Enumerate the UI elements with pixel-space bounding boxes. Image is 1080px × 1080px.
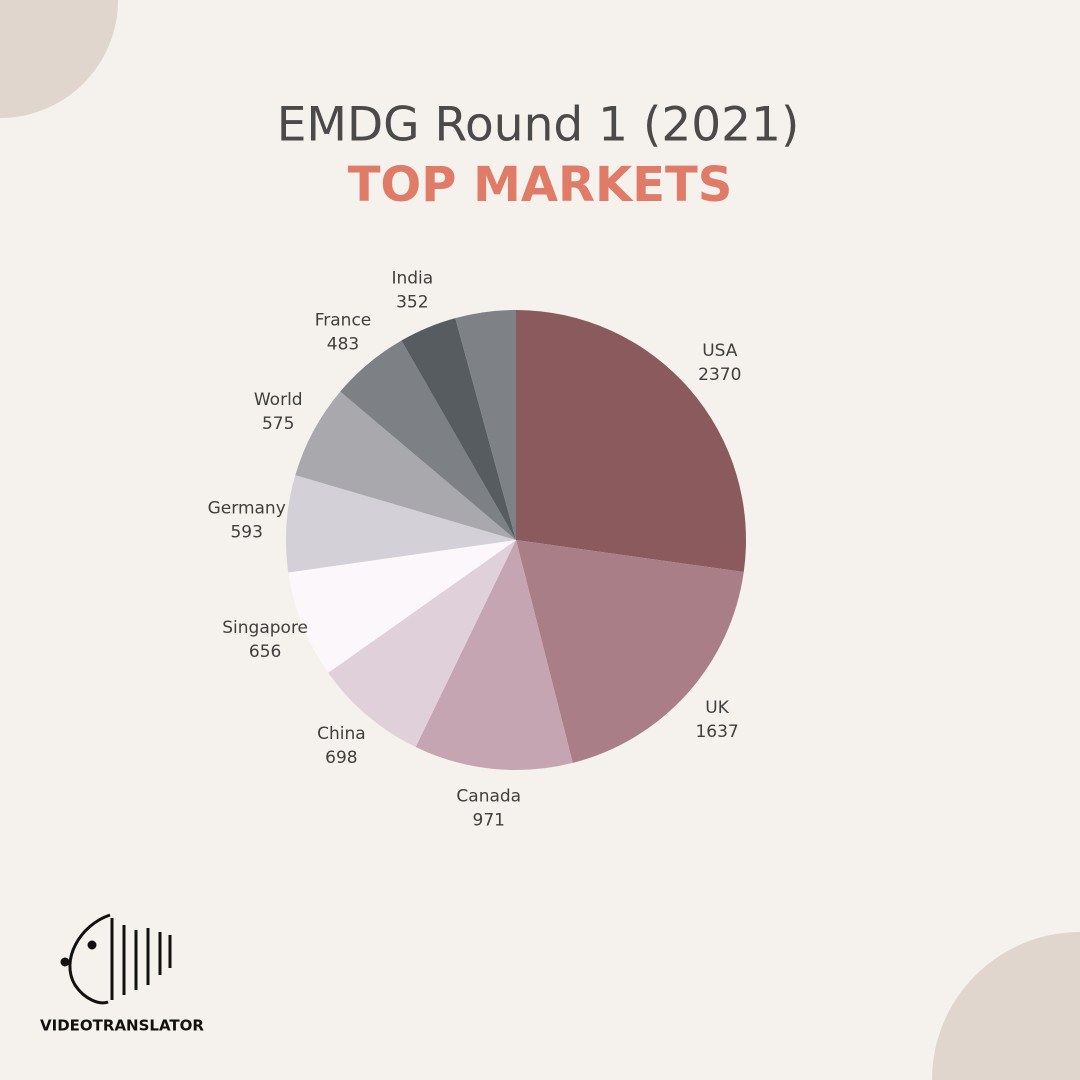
slice-label: India: [391, 269, 433, 289]
slice-value: 483: [327, 335, 359, 355]
pie: [286, 310, 746, 770]
slice-value: 2370: [698, 365, 741, 385]
corner-circle: [0, 0, 118, 118]
pie-slice: [328, 540, 516, 747]
slice-value: 575: [262, 414, 294, 434]
chart-title: EMDG Round 1 (2021): [277, 98, 800, 153]
slice-label: USA: [702, 341, 738, 361]
pie-slice: [295, 391, 516, 540]
pie-slice: [415, 540, 573, 770]
slice-value: 698: [325, 748, 357, 768]
slice-value: 352: [396, 293, 428, 313]
slice-label: Singapore: [222, 618, 308, 638]
chart-subtitle: TOP MARKETS: [348, 157, 733, 213]
slice-label: China: [317, 724, 366, 744]
pie-slice: [286, 475, 516, 573]
logo: [60, 913, 172, 1005]
pie-slice: [340, 340, 516, 540]
slice-label: France: [315, 311, 372, 331]
slice-label: UK: [705, 698, 729, 718]
pie-slice: [516, 540, 744, 763]
pie-slice: [401, 318, 516, 540]
slice-label: Canada: [456, 787, 521, 807]
pie-slice: [455, 310, 516, 540]
corner-circle: [932, 932, 1080, 1080]
pie-slice: [288, 540, 516, 673]
slice-value: 1637: [695, 722, 738, 742]
slice-label: Germany: [208, 499, 286, 519]
slice-value: 971: [473, 811, 505, 831]
slice-label: World: [254, 390, 303, 410]
slice-value: 593: [230, 523, 262, 543]
pie-slice: [516, 310, 746, 573]
slice-value: 656: [249, 642, 281, 662]
brand-name: VIDEOTRANSLATOR: [40, 1017, 204, 1035]
